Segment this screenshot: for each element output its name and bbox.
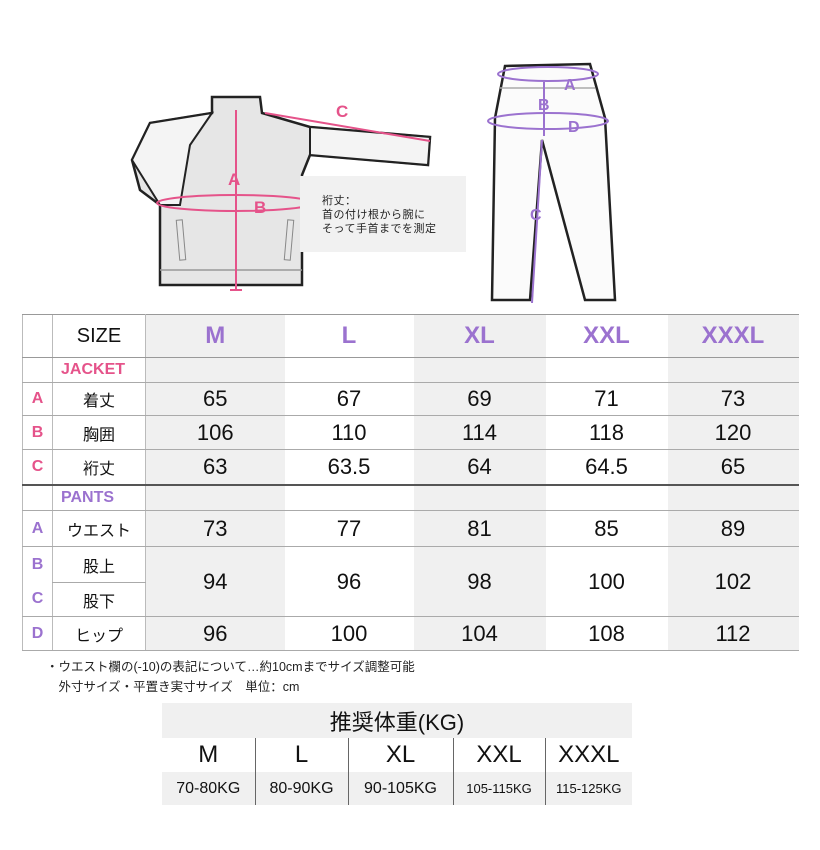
table-row: D ヒップ 96 100 104 108 112 bbox=[22, 616, 799, 651]
size-header-row: SIZE M L XL XXL XXXL bbox=[22, 314, 799, 358]
weight-title: 推奨体重(KG) bbox=[162, 703, 632, 738]
pants-section-row: PANTS bbox=[22, 484, 799, 511]
table-row: A 着丈 65 67 69 71 73 bbox=[22, 382, 799, 416]
pants-label-b: B bbox=[538, 97, 550, 114]
size-l: L bbox=[284, 314, 414, 358]
size-table: SIZE M L XL XXL XXXL JACKET A 着丈 65 67 6… bbox=[22, 314, 799, 651]
pants-label-a: A bbox=[564, 77, 576, 94]
table-row: A ウエスト 73 77 81 85 89 bbox=[22, 510, 799, 547]
jacket-label-b: B bbox=[254, 198, 266, 217]
size-m: M bbox=[145, 314, 285, 358]
table-row: C 股下 bbox=[22, 582, 799, 617]
jacket-label-a: A bbox=[228, 170, 240, 189]
table-row: C 裄丈 63 63.5 64 64.5 65 bbox=[22, 449, 799, 486]
table-row: B 股上 94 96 98 100 102 bbox=[22, 546, 799, 617]
jacket-section-row: JACKET bbox=[22, 357, 799, 383]
pants-diagram: A B C D bbox=[487, 62, 617, 304]
jacket-diagram: A B C bbox=[130, 95, 432, 291]
sleeve-note: 裄丈： 首の付け根から腕に そって手首までを測定 bbox=[322, 195, 437, 235]
jacket-label-c: C bbox=[336, 102, 348, 121]
size-notes: ・ウエスト欄の(-10)の表記について…約10cmまでサイズ調整可能 外寸サイズ… bbox=[46, 660, 415, 694]
jacket-title: JACKET bbox=[52, 357, 146, 383]
size-xxl: XXL bbox=[545, 314, 668, 358]
size-xl: XL bbox=[413, 314, 546, 358]
size-xxxl: XXXL bbox=[667, 314, 799, 358]
sleeve-note-box bbox=[300, 176, 466, 252]
pants-label-d: D bbox=[568, 119, 580, 136]
pants-label-c: C bbox=[530, 207, 542, 224]
table-row: B 胸囲 106 110 114 118 120 bbox=[22, 415, 799, 450]
size-header-label: SIZE bbox=[52, 314, 146, 358]
pants-title: PANTS bbox=[52, 484, 146, 511]
weight-table: 推奨体重(KG) M L XL XXL XXXL 70-80KG 80-90KG… bbox=[162, 703, 632, 805]
